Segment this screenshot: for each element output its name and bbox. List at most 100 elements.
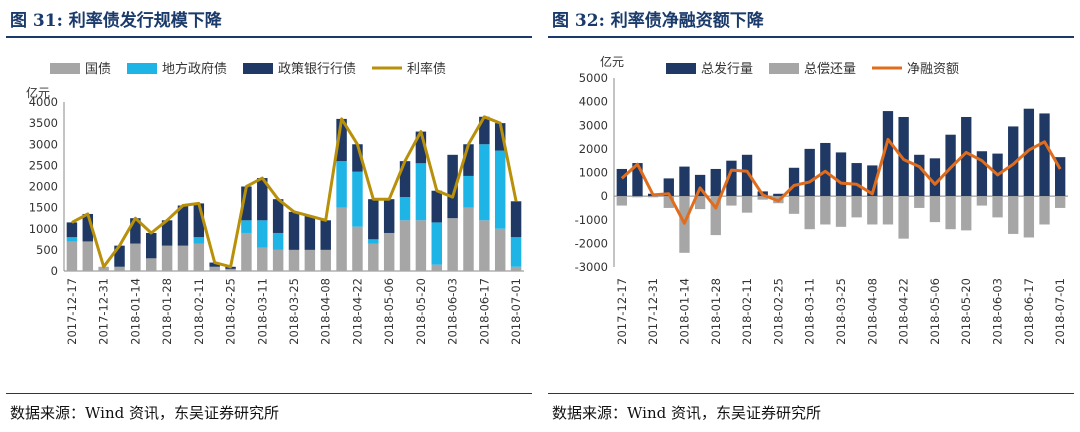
bar-总发行量 bbox=[804, 148, 815, 197]
bar-国债 bbox=[447, 218, 458, 271]
y-unit-label: 亿元 bbox=[26, 85, 50, 100]
bar-国债 bbox=[479, 220, 490, 271]
bar-总发行量 bbox=[882, 111, 894, 197]
bar-国债 bbox=[66, 241, 78, 271]
x-tick-label: 2018-01-28 bbox=[709, 278, 723, 345]
bar-总发行量 bbox=[1008, 126, 1019, 197]
bar-总偿还量 bbox=[820, 196, 831, 225]
y-tick-label: -3000 bbox=[575, 260, 608, 274]
x-tick-label: 2018-02-25 bbox=[771, 278, 785, 345]
x-tick-label: 2018-06-17 bbox=[477, 278, 491, 345]
bar-国债 bbox=[336, 207, 347, 271]
bar-国债 bbox=[146, 258, 157, 271]
bar-国债 bbox=[415, 220, 427, 271]
legend-label: 总发行量 bbox=[701, 61, 753, 77]
x-tick-label: 2018-07-01 bbox=[509, 278, 523, 345]
x-tick-label: 2018-05-20 bbox=[414, 278, 428, 345]
bar-总发行量 bbox=[867, 165, 878, 197]
bar-国债 bbox=[177, 245, 189, 271]
bar-地方政府债 bbox=[431, 222, 442, 265]
x-tick-label: 2018-03-25 bbox=[287, 278, 301, 345]
figure-title: 图 31: 利率债发行规模下降 bbox=[10, 11, 222, 31]
legend-label: 政策银行行债 bbox=[278, 61, 356, 77]
x-tick-label: 2018-05-20 bbox=[959, 278, 973, 345]
bar-政策银行行债 bbox=[193, 203, 205, 238]
line-净融资额 bbox=[620, 137, 1062, 225]
y-tick-label: 4000 bbox=[29, 95, 58, 109]
bar-政策银行行债 bbox=[320, 220, 331, 250]
y-tick-label: -1000 bbox=[575, 213, 608, 227]
bar-国债 bbox=[225, 268, 236, 271]
y-tick-label: 0 bbox=[601, 189, 608, 203]
x-tick-label: 2018-03-11 bbox=[255, 278, 269, 345]
bar-国债 bbox=[463, 207, 474, 271]
bar-地方政府债 bbox=[66, 237, 78, 242]
bar-总偿还量 bbox=[945, 196, 956, 230]
bar-政策银行行债 bbox=[510, 201, 522, 238]
bar-地方政府债 bbox=[352, 171, 363, 227]
x-tick-label: 2018-05-06 bbox=[382, 278, 396, 345]
bar-总发行量 bbox=[1023, 108, 1035, 197]
bar-国债 bbox=[383, 232, 395, 271]
title-rule bbox=[548, 36, 1074, 38]
bar-总偿还量 bbox=[694, 196, 706, 210]
bar-地方政府债 bbox=[368, 239, 379, 244]
y-tick-label: 1500 bbox=[29, 201, 58, 215]
bar-政策银行行债 bbox=[431, 190, 442, 223]
x-tick-label: 2018-06-17 bbox=[1022, 278, 1036, 345]
y-tick-label: 3000 bbox=[579, 118, 608, 132]
x-tick-label: 2017-12-31 bbox=[646, 278, 660, 345]
legend-label: 净融资额 bbox=[907, 62, 959, 77]
bar-国债 bbox=[288, 249, 300, 271]
bar-政策银行行债 bbox=[130, 218, 141, 244]
bar-总偿还量 bbox=[914, 196, 925, 208]
x-tick-label: 2017-12-31 bbox=[97, 278, 111, 345]
x-tick-label: 2018-06-03 bbox=[991, 278, 1005, 345]
footer-rule bbox=[548, 393, 1074, 394]
x-tick-label: 2018-03-11 bbox=[803, 278, 817, 345]
bar-总偿还量 bbox=[835, 196, 847, 227]
y-tick-label: 4000 bbox=[579, 95, 608, 109]
bar-总发行量 bbox=[773, 193, 784, 197]
bar-总发行量 bbox=[898, 116, 909, 197]
x-tick-label: 2018-04-08 bbox=[865, 278, 879, 345]
bar-国债 bbox=[241, 232, 252, 271]
legend-swatch-总偿还量 bbox=[769, 63, 799, 74]
y-tick-label: 2000 bbox=[29, 180, 58, 194]
legend-label: 利率债 bbox=[407, 61, 446, 77]
bar-国债 bbox=[161, 245, 173, 271]
bar-政策银行行债 bbox=[114, 245, 125, 267]
bar-总发行量 bbox=[1055, 157, 1066, 197]
bar-总偿还量 bbox=[741, 196, 753, 213]
x-tick-label: 2018-04-22 bbox=[350, 278, 364, 345]
legend-swatch-总发行量 bbox=[666, 63, 696, 74]
x-tick-label: 2018-04-08 bbox=[319, 278, 333, 345]
bar-国债 bbox=[510, 266, 522, 271]
bar-总发行量 bbox=[945, 134, 956, 197]
legend-label: 总偿还量 bbox=[804, 62, 856, 77]
line-利率债 bbox=[71, 115, 518, 269]
bar-政策银行行债 bbox=[272, 199, 284, 233]
bar-政策银行行债 bbox=[383, 199, 395, 233]
bar-总偿还量 bbox=[804, 196, 815, 230]
y-tick-label: 3000 bbox=[29, 137, 58, 151]
bar-国债 bbox=[431, 264, 442, 271]
bar-政策银行行债 bbox=[494, 123, 506, 151]
x-tick-label: 2017-12-17 bbox=[615, 278, 629, 345]
bar-总偿还量 bbox=[867, 196, 878, 225]
bar-政策银行行债 bbox=[66, 222, 78, 238]
y-tick-label: 1000 bbox=[579, 166, 608, 180]
bar-国债 bbox=[494, 228, 506, 271]
x-tick-label: 2018-07-01 bbox=[1053, 278, 1067, 345]
bar-地方政府债 bbox=[257, 220, 268, 248]
y-tick-label: 3500 bbox=[29, 116, 58, 130]
bar-总发行量 bbox=[741, 154, 753, 197]
bar-国债 bbox=[304, 249, 316, 271]
x-tick-label: 2017-12-17 bbox=[65, 278, 79, 345]
legend-swatch-政策银行行债 bbox=[243, 63, 273, 74]
bar-国债 bbox=[272, 249, 284, 271]
bar-总发行量 bbox=[1039, 113, 1050, 197]
source-note: 数据来源：Wind 资讯，东吴证券研究所 bbox=[552, 404, 821, 422]
bar-总发行量 bbox=[710, 168, 721, 197]
bar-政策银行行债 bbox=[82, 213, 94, 242]
